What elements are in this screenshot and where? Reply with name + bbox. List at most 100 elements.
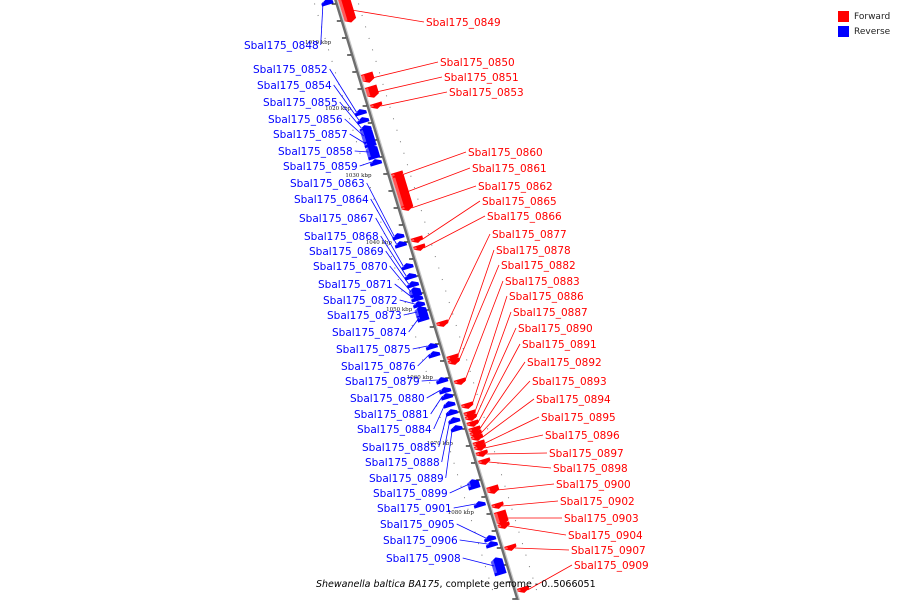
gene-block-0866[interactable] (413, 243, 426, 252)
gene-label-0905[interactable]: Sbal175_0905 (380, 519, 455, 531)
gene-block-0876[interactable] (427, 349, 441, 359)
gene-label-0875[interactable]: Sbal175_0875 (336, 344, 411, 356)
gene-block-0854[interactable] (356, 115, 370, 125)
gene-block-0849[interactable] (337, 0, 357, 24)
gene-block-0886[interactable] (461, 401, 474, 410)
gene-block-0896[interactable] (473, 443, 487, 452)
gene-block-0869[interactable] (406, 279, 420, 289)
gene-label-0902[interactable]: Sbal175_0902 (560, 496, 635, 508)
gene-block-0889[interactable] (450, 423, 463, 433)
gene-block-0885[interactable] (445, 407, 459, 417)
gene-block-0900[interactable] (486, 484, 500, 495)
gene-block-0861[interactable] (392, 173, 413, 210)
gene-block-0897[interactable] (475, 449, 489, 458)
gene-block-0856[interactable] (360, 127, 376, 146)
gene-label-0895[interactable]: Sbal175_0895 (541, 412, 616, 424)
gene-label-0888[interactable]: Sbal175_0888 (365, 457, 440, 469)
gene-label-0853[interactable]: Sbal175_0853 (449, 87, 524, 99)
gene-block-0898[interactable] (478, 457, 491, 466)
gene-label-0861[interactable]: Sbal175_0861 (472, 163, 547, 175)
gene-block-0888[interactable] (447, 415, 461, 425)
gene-block-0877[interactable] (436, 319, 449, 328)
legend-item-forward[interactable]: Forward (838, 9, 890, 24)
gene-label-0894[interactable]: Sbal175_0894 (536, 394, 611, 406)
gene-block-0874[interactable] (416, 313, 430, 323)
gene-block-0868[interactable] (404, 271, 417, 281)
gene-block-0899[interactable] (466, 477, 481, 491)
gene-label-0882[interactable]: Sbal175_0882 (501, 260, 576, 272)
gene-block-0865[interactable] (410, 235, 424, 244)
gene-block-0904[interactable] (497, 521, 510, 530)
gene-block-0891[interactable] (466, 419, 480, 428)
gene-block-0875[interactable] (425, 341, 439, 351)
gene-block-0850[interactable] (360, 71, 375, 84)
gene-block-0894[interactable] (470, 433, 484, 442)
gene-label-0879[interactable]: Sbal175_0879 (345, 376, 420, 388)
gene-label-0903[interactable]: Sbal175_0903 (564, 513, 639, 525)
gene-block-0880[interactable] (438, 385, 452, 395)
gene-block-0902[interactable] (491, 501, 504, 510)
gene-label-0900[interactable]: Sbal175_0900 (556, 479, 631, 491)
gene-label-0901[interactable]: Sbal175_0901 (377, 503, 452, 515)
gene-label-0852[interactable]: Sbal175_0852 (253, 64, 328, 76)
gene-label-0886[interactable]: Sbal175_0886 (509, 291, 584, 303)
gene-label-0877[interactable]: Sbal175_0877 (492, 229, 567, 241)
gene-label-0891[interactable]: Sbal175_0891 (522, 339, 597, 351)
gene-label-0880[interactable]: Sbal175_0880 (350, 393, 425, 405)
gene-block-0909[interactable] (516, 585, 530, 594)
gene-block-0879[interactable] (435, 375, 449, 385)
gene-block-0908[interactable] (490, 556, 507, 577)
gene-block-0906[interactable] (485, 539, 499, 549)
gene-label-0863[interactable]: Sbal175_0863 (290, 178, 365, 190)
gene-label-0855[interactable]: Sbal175_0855 (263, 97, 338, 109)
gene-label-0904[interactable]: Sbal175_0904 (568, 530, 643, 542)
gene-label-0885[interactable]: Sbal175_0885 (362, 442, 437, 454)
gene-label-0889[interactable]: Sbal175_0889 (369, 473, 444, 485)
gene-label-0859[interactable]: Sbal175_0859 (283, 161, 358, 173)
gene-label-0849[interactable]: Sbal175_0849 (426, 17, 501, 29)
gene-block-0905[interactable] (483, 533, 497, 543)
gene-label-0909[interactable]: Sbal175_0909 (574, 560, 649, 572)
gene-label-0883[interactable]: Sbal175_0883 (505, 276, 580, 288)
gene-label-0851[interactable]: Sbal175_0851 (444, 72, 519, 84)
gene-block-0903[interactable] (493, 509, 510, 527)
gene-label-0899[interactable]: Sbal175_0899 (373, 488, 448, 500)
gene-block-0852[interactable] (354, 107, 368, 117)
gene-label-0860[interactable]: Sbal175_0860 (468, 147, 543, 159)
gene-label-0867[interactable]: Sbal175_0867 (299, 213, 374, 225)
gene-label-0862[interactable]: Sbal175_0862 (478, 181, 553, 193)
gene-label-0907[interactable]: Sbal175_0907 (571, 545, 646, 557)
gene-label-0872[interactable]: Sbal175_0872 (323, 295, 398, 307)
gene-label-0887[interactable]: Sbal175_0887 (513, 307, 588, 319)
gene-label-0865[interactable]: Sbal175_0865 (482, 196, 557, 208)
gene-label-0890[interactable]: Sbal175_0890 (518, 323, 593, 335)
gene-label-0897[interactable]: Sbal175_0897 (549, 448, 624, 460)
gene-block-0863[interactable] (391, 231, 405, 241)
gene-block-0883[interactable] (453, 377, 467, 386)
gene-label-0869[interactable]: Sbal175_0869 (309, 246, 384, 258)
gene-block-0884[interactable] (442, 399, 456, 409)
gene-label-0893[interactable]: Sbal175_0893 (532, 376, 607, 388)
gene-label-0881[interactable]: Sbal175_0881 (354, 409, 429, 421)
gene-label-0873[interactable]: Sbal175_0873 (327, 310, 402, 322)
gene-label-0871[interactable]: Sbal175_0871 (318, 279, 393, 291)
legend-item-reverse[interactable]: Reverse (838, 24, 890, 39)
gene-label-0870[interactable]: Sbal175_0870 (313, 261, 388, 273)
gene-block-0890[interactable] (464, 413, 478, 422)
gene-block-0867[interactable] (401, 261, 414, 271)
gene-label-0896[interactable]: Sbal175_0896 (545, 430, 620, 442)
gene-label-0884[interactable]: Sbal175_0884 (357, 424, 432, 436)
gene-label-0908[interactable]: Sbal175_0908 (386, 553, 461, 565)
gene-block-0901[interactable] (473, 499, 487, 509)
gene-label-0864[interactable]: Sbal175_0864 (294, 194, 369, 206)
gene-label-0868[interactable]: Sbal175_0868 (304, 231, 379, 243)
gene-label-0856[interactable]: Sbal175_0856 (268, 114, 343, 126)
gene-label-0854[interactable]: Sbal175_0854 (257, 80, 332, 92)
gene-label-0892[interactable]: Sbal175_0892 (527, 357, 602, 369)
gene-block-0871[interactable] (410, 293, 424, 303)
gene-block-0851[interactable] (364, 84, 380, 100)
gene-block-0859[interactable] (369, 157, 383, 167)
gene-block-0881[interactable] (440, 391, 454, 401)
gene-label-0898[interactable]: Sbal175_0898 (553, 463, 628, 475)
gene-label-0876[interactable]: Sbal175_0876 (341, 361, 416, 373)
